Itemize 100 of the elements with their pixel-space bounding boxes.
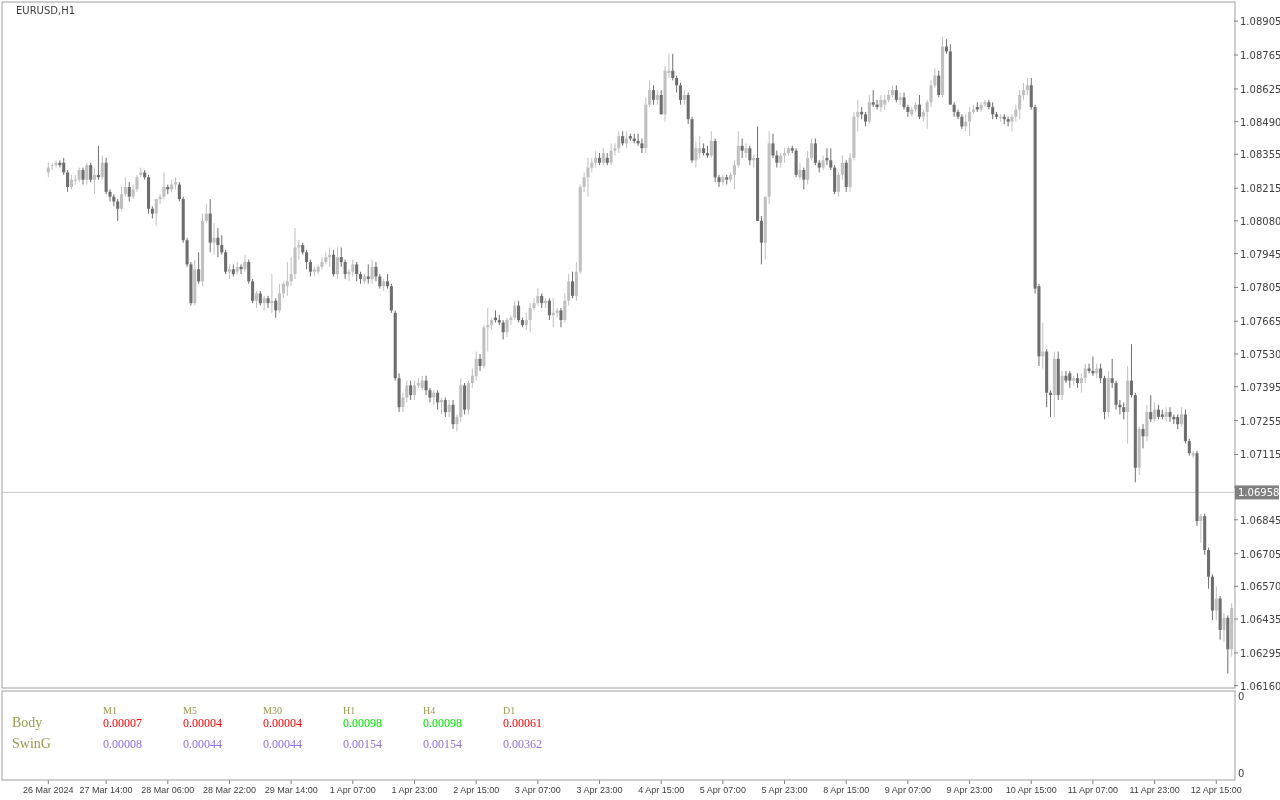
x-tick-label: 3 Apr 07:00 <box>514 785 561 795</box>
candlestick <box>224 249 228 275</box>
y-tick-label: 1.07115 <box>1240 449 1280 461</box>
candlestick <box>1191 450 1195 459</box>
y-tick-label: 1.06295 <box>1240 647 1280 659</box>
candlestick <box>120 186 124 212</box>
x-tick-label: 2 Apr 15:00 <box>453 785 500 795</box>
candlestick <box>698 135 702 159</box>
category-label: SwinG <box>12 736 51 751</box>
x-tick-label: 26 Mar 2024 <box>23 785 74 795</box>
candlestick <box>617 130 621 154</box>
candlestick <box>474 351 478 382</box>
candlestick <box>671 53 675 81</box>
category-label: D1 <box>503 705 516 716</box>
text: 0 <box>1238 768 1245 779</box>
candlestick <box>278 283 282 314</box>
candlestick <box>648 79 652 108</box>
text: 0.00004 <box>183 716 222 730</box>
candlestick <box>355 261 359 282</box>
category-label: M30 <box>263 705 282 716</box>
category-label: Body <box>12 715 43 730</box>
candlestick <box>1129 343 1133 399</box>
candlestick <box>197 251 201 285</box>
y-tick-label: 1.07395 <box>1240 381 1280 393</box>
x-tick-label: 1 Apr 07:00 <box>329 785 376 795</box>
y-tick-label: 1.08625 <box>1240 83 1280 95</box>
x-tick-label: 29 Mar 14:00 <box>264 785 318 795</box>
candlestick <box>305 249 309 270</box>
candlestick <box>1083 363 1087 384</box>
candlestick <box>809 138 814 161</box>
x-tick-label: 3 Apr 23:00 <box>576 785 623 795</box>
text: 0.00007 <box>103 716 142 730</box>
ref-line-label: 1.06958 <box>1238 487 1280 499</box>
category-label: H1 <box>343 705 356 716</box>
x-tick-label: 27 Mar 14:00 <box>79 785 133 795</box>
candlestick <box>759 215 763 265</box>
x-tick-label: 5 Apr 23:00 <box>761 785 808 795</box>
y-tick-label: 1.06705 <box>1240 548 1280 560</box>
candlestick <box>517 300 521 324</box>
text: 0.00061 <box>503 716 542 730</box>
text: 0.00154 <box>423 737 462 751</box>
candlestick <box>1168 406 1172 423</box>
candlestick <box>806 150 810 186</box>
text: 0.00008 <box>103 737 142 751</box>
candlestick <box>285 261 289 297</box>
candlestick <box>409 380 413 401</box>
candlestick <box>609 142 613 166</box>
y-tick-label: 1.08080 <box>1240 215 1280 227</box>
x-tick-label: 10 Apr 15:00 <box>1005 785 1057 795</box>
candlestick <box>274 297 278 319</box>
candlestick <box>100 154 104 181</box>
candlestick <box>1141 423 1145 449</box>
candlestick <box>470 367 474 389</box>
y-tick-label: 1.07255 <box>1240 415 1280 427</box>
candlestick <box>563 292 567 324</box>
candlestick <box>162 171 166 200</box>
candlestick <box>436 389 440 411</box>
candlestick <box>513 300 517 321</box>
y-tick-label: 1.06435 <box>1240 614 1280 626</box>
candlestick <box>740 138 744 159</box>
candlestick <box>116 198 120 222</box>
candlestick <box>1180 406 1184 428</box>
candlestick <box>1199 513 1203 544</box>
candlestick <box>840 154 844 181</box>
candlestick <box>694 140 698 169</box>
candlestick <box>798 162 802 181</box>
candlestick <box>320 256 324 270</box>
x-tick-label: 1 Apr 23:00 <box>391 785 438 795</box>
y-tick-label: 1.07530 <box>1240 348 1280 360</box>
candlestick <box>1099 363 1103 384</box>
candlestick <box>1214 585 1218 621</box>
candlestick <box>370 259 374 285</box>
candlestick <box>979 101 983 113</box>
candlestick <box>478 353 482 372</box>
candlestick <box>528 302 532 333</box>
x-tick-label: 28 Mar 22:00 <box>202 785 256 795</box>
x-tick-label: 28 Mar 06:00 <box>141 785 195 795</box>
candlestick <box>332 249 336 278</box>
candlestick <box>659 89 663 115</box>
candlestick <box>216 227 220 258</box>
y-tick-label: 1.08355 <box>1240 149 1280 161</box>
candlestick <box>721 174 725 186</box>
candlestick <box>802 167 806 190</box>
candlestick <box>744 142 748 159</box>
x-tick-label: 12 Apr 15:00 <box>1190 785 1242 795</box>
candlestick <box>748 145 752 166</box>
x-tick-label: 4 Apr 15:00 <box>638 785 685 795</box>
text: 0.00154 <box>343 737 382 751</box>
text: 0.00044 <box>263 737 302 751</box>
candlestick <box>559 307 563 328</box>
text: 0.00098 <box>423 716 462 730</box>
candlestick <box>937 70 941 98</box>
y-tick-label: 1.07805 <box>1240 282 1280 294</box>
candlestick <box>1064 370 1068 384</box>
candlestick <box>247 259 251 285</box>
y-tick-label: 1.06160 <box>1240 680 1280 692</box>
candlestick <box>536 288 540 307</box>
y-tick-label: 1.08905 <box>1240 16 1280 28</box>
x-tick-label: 9 Apr 07:00 <box>884 785 931 795</box>
y-tick-label: 1.06570 <box>1240 581 1280 593</box>
